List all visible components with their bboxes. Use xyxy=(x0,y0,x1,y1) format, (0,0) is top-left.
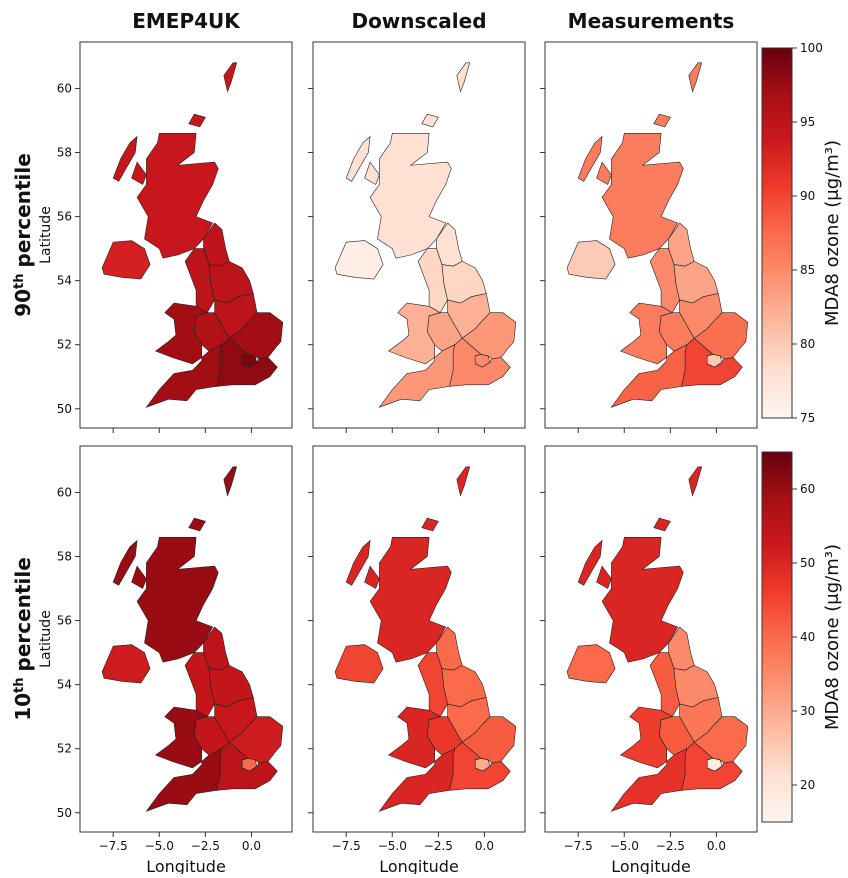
x-tick-label: −7.5 xyxy=(332,839,361,853)
y-tick-label: 52 xyxy=(57,338,72,352)
row-title-sup: th xyxy=(12,677,27,692)
y-tick-label: 56 xyxy=(57,210,72,224)
region xyxy=(334,240,384,280)
row-title-number: 90 xyxy=(11,289,35,317)
x-tick-label: −5.0 xyxy=(145,839,174,853)
x-axis-label: Longitude xyxy=(611,857,691,874)
row-title-number: 10 xyxy=(11,693,35,721)
region xyxy=(566,644,616,684)
region xyxy=(112,466,238,663)
colorbar-tick-label: 75 xyxy=(800,411,815,425)
colorbar-tick-label: 95 xyxy=(800,115,815,129)
region xyxy=(145,748,223,812)
x-tick-label: −7.5 xyxy=(99,839,128,853)
y-tick-label: 50 xyxy=(57,402,72,416)
colorbar-tick-label: 40 xyxy=(800,630,815,644)
region xyxy=(334,644,384,684)
map xyxy=(101,62,284,408)
x-tick-label: −5.0 xyxy=(610,839,639,853)
x-tick-label: −2.5 xyxy=(191,839,220,853)
map xyxy=(566,466,749,812)
x-tick-label: 0.0 xyxy=(707,839,726,853)
x-tick-label: −2.5 xyxy=(424,839,453,853)
region xyxy=(378,344,456,408)
colorbar-tick-label: 60 xyxy=(800,482,815,496)
row-title-word: percentile xyxy=(11,557,35,671)
colorbar-tick-label: 30 xyxy=(800,704,815,718)
y-tick-label: 58 xyxy=(57,146,72,160)
y-tick-label: 54 xyxy=(57,678,72,692)
colorbar-tick-label: 85 xyxy=(800,263,815,277)
row-title: 10th percentile xyxy=(11,557,35,721)
x-tick-label: 0.0 xyxy=(475,839,494,853)
map xyxy=(566,62,749,408)
x-tick-label: −5.0 xyxy=(378,839,407,853)
map xyxy=(101,466,284,812)
region xyxy=(566,240,616,280)
y-tick-label: 50 xyxy=(57,806,72,820)
colorbar-tick-label: 90 xyxy=(800,189,815,203)
colorbar xyxy=(761,47,793,419)
y-tick-label: 60 xyxy=(57,485,72,499)
region xyxy=(112,62,238,259)
colorbar-tick-label: 80 xyxy=(800,337,815,351)
column-title: Downscaled xyxy=(351,9,486,33)
region xyxy=(610,344,688,408)
row-title-sup: th xyxy=(12,273,27,288)
y-tick-label: 60 xyxy=(57,81,72,95)
region xyxy=(610,748,688,812)
y-tick-label: 54 xyxy=(57,274,72,288)
x-axis-label: Longitude xyxy=(146,857,226,874)
x-axis-label: Longitude xyxy=(379,857,459,874)
y-tick-label: 56 xyxy=(57,614,72,628)
colorbar xyxy=(761,451,793,823)
colorbar-label: MDA8 ozone (μg/m³) xyxy=(822,140,843,326)
column-title: EMEP4UK xyxy=(132,9,241,33)
region xyxy=(101,240,151,280)
region xyxy=(577,62,703,259)
region xyxy=(345,466,471,663)
column-title: Measurements xyxy=(568,9,735,33)
y-tick-label: 58 xyxy=(57,550,72,564)
region xyxy=(145,344,223,408)
region xyxy=(101,644,151,684)
y-axis-label: Latitude xyxy=(38,206,54,264)
region xyxy=(345,62,471,259)
region xyxy=(378,748,456,812)
y-axis-label: Latitude xyxy=(38,610,54,668)
row-title-word: percentile xyxy=(11,153,35,267)
colorbar-tick-label: 50 xyxy=(800,556,815,570)
x-tick-label: 0.0 xyxy=(242,839,261,853)
map xyxy=(334,62,517,408)
x-tick-label: −7.5 xyxy=(564,839,593,853)
y-tick-label: 52 xyxy=(57,742,72,756)
row-title: 90th percentile xyxy=(11,153,35,317)
x-tick-label: −2.5 xyxy=(656,839,685,853)
colorbar-tick-label: 20 xyxy=(800,778,815,792)
region xyxy=(577,466,703,663)
colorbar-label: MDA8 ozone (μg/m³) xyxy=(822,544,843,730)
map xyxy=(334,466,517,812)
colorbar-tick-label: 100 xyxy=(800,41,823,55)
